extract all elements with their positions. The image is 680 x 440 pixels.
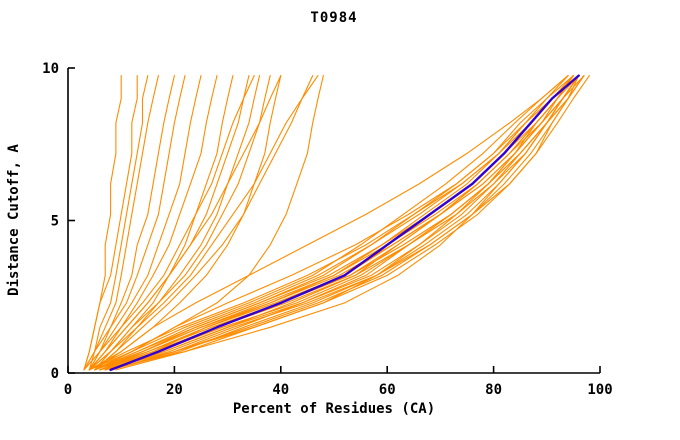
model-curve — [99, 75, 574, 371]
x-tick-label: 80 — [485, 382, 502, 398]
model-curve — [83, 75, 138, 371]
model-curve — [94, 75, 314, 371]
y-tick-label: 5 — [51, 214, 59, 230]
model-curve — [88, 75, 175, 371]
model-curve — [88, 75, 319, 371]
model-curve — [99, 75, 580, 371]
chart-title: T0984 — [310, 10, 357, 26]
model-curve — [94, 75, 580, 371]
x-tick-label: 100 — [587, 382, 612, 398]
y-tick-label: 0 — [51, 366, 59, 382]
model-curve — [99, 75, 580, 371]
model-curve — [99, 75, 574, 371]
model-curve — [88, 75, 202, 371]
model-curve — [88, 75, 282, 371]
model-curve — [88, 75, 149, 371]
x-tick-label: 60 — [379, 382, 396, 398]
x-axis-label: Percent of Residues (CA) — [233, 401, 435, 417]
model-curve — [88, 75, 271, 371]
model-curve — [99, 75, 580, 371]
x-tick-label: 0 — [64, 382, 72, 398]
model-curve — [88, 75, 569, 371]
model-curve — [88, 75, 569, 371]
model-curve — [83, 75, 186, 371]
model-curve — [88, 75, 574, 371]
model-curve — [83, 75, 255, 371]
y-axis-label: Distance Cutoff, A — [6, 144, 22, 296]
model-curve — [88, 75, 218, 371]
model-curve — [99, 75, 569, 371]
highlight-curve — [109, 74, 580, 372]
model-curve — [110, 75, 580, 371]
model-curve — [88, 75, 250, 371]
model-curve — [94, 75, 261, 371]
model-curve — [83, 75, 122, 371]
x-tick-label: 20 — [166, 382, 183, 398]
y-tick-label: 10 — [42, 61, 59, 77]
model-curve — [94, 75, 574, 371]
model-curve — [83, 75, 159, 371]
x-tick-label: 40 — [272, 382, 289, 398]
model-curve — [104, 75, 580, 371]
